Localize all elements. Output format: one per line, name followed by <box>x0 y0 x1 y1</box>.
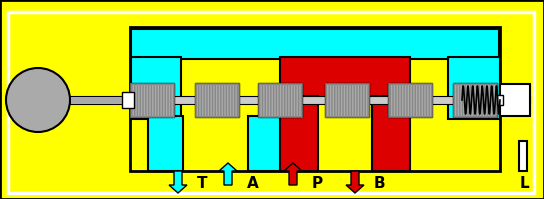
Text: P: P <box>312 176 323 190</box>
Circle shape <box>6 68 70 132</box>
Bar <box>70 96 128 104</box>
Bar <box>372 96 410 171</box>
FancyArrow shape <box>219 163 237 185</box>
Bar <box>130 83 174 117</box>
Bar <box>248 116 283 171</box>
Bar <box>388 83 432 117</box>
Bar <box>125 95 132 105</box>
Bar <box>130 27 500 171</box>
Bar <box>388 83 432 117</box>
Bar <box>258 83 302 117</box>
Bar <box>519 141 527 171</box>
Bar <box>195 83 239 117</box>
Bar <box>195 83 239 117</box>
Bar <box>258 83 302 117</box>
Text: B: B <box>374 176 386 190</box>
Bar <box>130 83 174 117</box>
Bar <box>131 29 499 59</box>
Bar <box>453 83 497 117</box>
Text: L: L <box>520 176 530 190</box>
Text: T: T <box>197 176 207 190</box>
Bar <box>20 96 530 104</box>
Bar <box>325 83 369 117</box>
Bar <box>448 57 500 119</box>
Text: A: A <box>247 176 259 190</box>
FancyArrow shape <box>346 171 364 193</box>
Bar <box>500 84 530 116</box>
Bar <box>325 83 369 117</box>
FancyArrow shape <box>284 163 302 185</box>
Bar <box>453 83 497 117</box>
Bar <box>497 95 503 105</box>
Bar <box>60 97 132 103</box>
Bar <box>131 57 181 119</box>
FancyArrow shape <box>169 171 187 193</box>
Bar <box>280 57 410 99</box>
Bar <box>148 116 183 171</box>
Bar <box>122 92 134 108</box>
Bar <box>280 96 318 171</box>
